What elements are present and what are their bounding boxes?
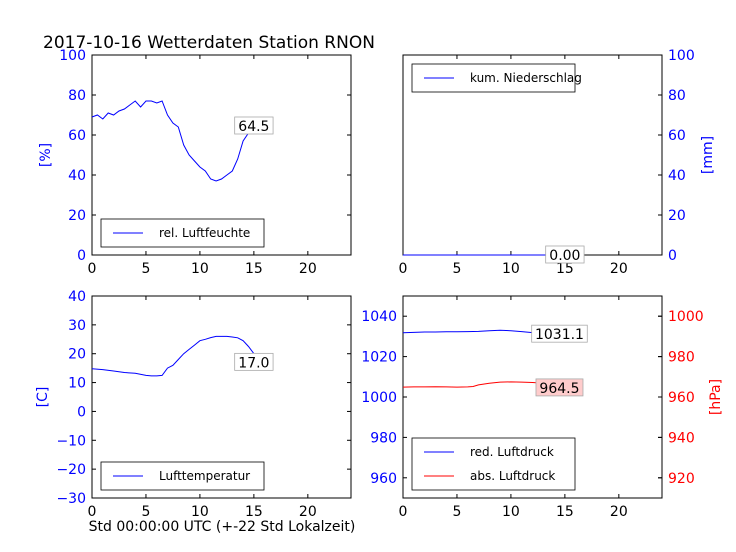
x-tick-label: 10	[502, 261, 520, 277]
x-tick-label: 5	[141, 261, 150, 277]
y-tick-label: 0	[668, 248, 677, 264]
panel-bottom-left: 0 5 10 15 20 −30 −20 −10 0 10 20 30 40 [C] 17.0 Lufttem…	[35, 289, 352, 520]
y-tick-label: 100	[668, 48, 695, 64]
y-tick-label: −10	[56, 433, 86, 449]
y2-tick-label: 1000	[668, 309, 704, 325]
legend-box	[411, 437, 576, 491]
x-tick-label: 20	[299, 261, 317, 277]
y-tick-label: 20	[68, 347, 86, 363]
y-tick-label: 20	[68, 208, 86, 224]
value-annotation-box	[535, 378, 584, 397]
series-line	[91, 100, 271, 182]
y-tick-label: 1000	[361, 390, 397, 406]
series-line	[91, 335, 271, 377]
y-tick-label: 60	[668, 128, 686, 144]
y-axis-label: [%]	[38, 143, 54, 167]
y-tick-label: −20	[56, 462, 86, 478]
y-tick-label: 40	[668, 168, 686, 184]
y2-tick-label: 960	[668, 390, 695, 406]
x-axis-label: Std 00:00:00 UTC (+-22 Std Lokalzeit)	[89, 519, 356, 535]
y2-tick-label: 920	[668, 471, 695, 487]
x-tick-label: 0	[399, 261, 408, 277]
y-tick-label: 0	[77, 404, 86, 420]
x-tick-label: 20	[299, 504, 317, 520]
panel-top-right: 0 5 10 15 20 0 20 40 60 80 100 [mm] 0.00 kum. Nieders…	[399, 48, 716, 277]
y-tick-label: −30	[56, 491, 86, 507]
value-annotation-box	[234, 352, 274, 371]
x-tick-label: 15	[245, 504, 263, 520]
y-tick-label: 1040	[361, 309, 397, 325]
x-tick-label: 15	[556, 504, 574, 520]
value-annotation-box	[234, 116, 274, 135]
axes-frame	[91, 295, 352, 499]
y-tick-label: 30	[68, 318, 86, 334]
figure-title: 2017-10-16 Wetterdaten Station RNON	[43, 33, 375, 53]
x-tick-label: 0	[399, 504, 408, 520]
y-tick-label: 100	[59, 48, 86, 64]
value-annotation: 64.5	[238, 119, 269, 135]
legend-label: kum. Niederschlag	[470, 71, 582, 85]
y-tick-label: 20	[668, 208, 686, 224]
panel-top-left: 0 5 10 15 20 0 20 40 60 80 100 [%] 64.5 rel. Luftfeuc…	[38, 48, 352, 277]
y-axis-label: [hPa]	[708, 379, 724, 415]
x-tick-label: 5	[452, 504, 461, 520]
value-annotation: 17.0	[238, 355, 269, 371]
y-axis-label: [C]	[35, 387, 51, 408]
x-tick-label: 5	[452, 261, 461, 277]
y-axis-label: [mm]	[700, 136, 716, 174]
x-tick-label: 10	[191, 261, 209, 277]
y-tick-label: 980	[370, 430, 397, 446]
legend-label: red. Luftdruck	[470, 445, 554, 459]
value-annotation: 0.00	[549, 248, 580, 264]
y2-tick-label: 980	[668, 350, 695, 366]
legend-label: abs. Luftdruck	[470, 469, 555, 483]
x-tick-label: 10	[502, 504, 520, 520]
x-tick-label: 15	[556, 261, 574, 277]
y-tick-label: 960	[370, 471, 397, 487]
value-annotation: 964.5	[539, 381, 579, 397]
value-annotation-box	[531, 324, 588, 343]
x-tick-label: 15	[245, 261, 263, 277]
x-tick-label: 20	[610, 261, 628, 277]
y-tick-label: 60	[68, 128, 86, 144]
y-tick-label: 10	[68, 376, 86, 392]
legend-label: Lufttemperatur	[159, 469, 250, 483]
value-annotation: 1031.1	[535, 327, 584, 343]
y-tick-label: 40	[68, 289, 86, 305]
x-tick-label: 10	[191, 504, 209, 520]
y-tick-label: 40	[68, 168, 86, 184]
legend-label: rel. Luftfeuchte	[159, 226, 250, 240]
x-tick-label: 20	[610, 504, 628, 520]
y-tick-label: 80	[68, 88, 86, 104]
value-annotation-box	[545, 245, 585, 264]
y2-tick-label: 940	[668, 430, 695, 446]
axes-frame	[91, 54, 352, 256]
panel-bottom-right: 0 5 10 15 20 960 980 1000 1020 1040 920 940 960 980 10…	[361, 295, 724, 520]
x-tick-label: 0	[88, 504, 97, 520]
y-tick-label: 0	[77, 248, 86, 264]
y-tick-label: 1020	[361, 350, 397, 366]
x-tick-label: 5	[141, 504, 150, 520]
x-tick-label: 0	[88, 261, 97, 277]
y-tick-label: 80	[668, 88, 686, 104]
